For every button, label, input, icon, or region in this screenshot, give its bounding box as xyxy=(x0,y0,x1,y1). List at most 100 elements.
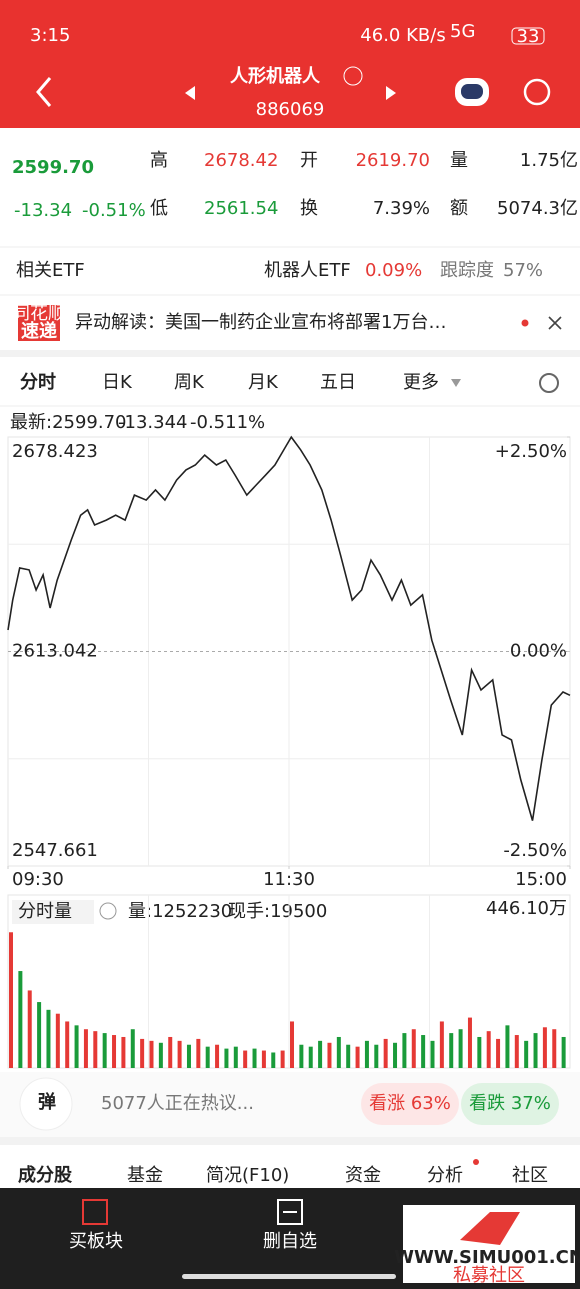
volume-title: 分时量 xyxy=(18,901,72,922)
band xyxy=(0,1137,580,1145)
comment-text[interactable]: 5077人正在热议... xyxy=(101,1093,254,1114)
volume-bar xyxy=(186,1044,191,1068)
change-pct: -0.51% xyxy=(82,200,146,221)
x-tick-label: 15:00 xyxy=(515,869,567,890)
etf-change: 0.09% xyxy=(365,260,422,281)
tab[interactable]: 五日 xyxy=(320,372,356,393)
etf-name[interactable]: 机器人ETF xyxy=(264,260,351,281)
bottom-tab[interactable]: 社区 xyxy=(512,1165,548,1186)
volume-bar xyxy=(346,1044,351,1068)
volume-bar xyxy=(224,1048,229,1068)
buy-icon xyxy=(82,1199,108,1225)
volume-bar xyxy=(355,1046,360,1068)
search-icon[interactable] xyxy=(523,78,551,106)
volume-selector[interactable] xyxy=(12,900,94,924)
tab[interactable]: 日K xyxy=(102,372,133,393)
volume-bar xyxy=(215,1044,220,1068)
volume-bar xyxy=(93,1031,98,1068)
volume-bar xyxy=(308,1046,313,1068)
title: 人形机器人 xyxy=(230,66,321,87)
robot-face xyxy=(461,84,483,99)
unread-dot xyxy=(473,1159,479,1165)
volume-bar xyxy=(477,1036,482,1068)
tracking-label: 跟踪度 xyxy=(440,260,494,281)
volume-bar xyxy=(149,1040,154,1068)
volume-bar xyxy=(524,1040,529,1068)
prev-button[interactable] xyxy=(185,86,195,100)
change: -13.34 xyxy=(14,200,72,221)
volume-bar xyxy=(486,1031,491,1068)
price: 2599.70 xyxy=(12,157,94,178)
bull-label: 看涨 63% xyxy=(369,1093,451,1114)
volume-bar xyxy=(449,1033,454,1068)
status-speed: 46.0 KB/s xyxy=(360,25,445,46)
header-bg xyxy=(0,0,580,128)
bottom-tab[interactable]: 成分股 xyxy=(18,1164,73,1186)
settings-icon[interactable] xyxy=(539,373,559,393)
label: 额 xyxy=(450,198,468,219)
turnover: 7.39% xyxy=(373,198,430,219)
info-icon[interactable] xyxy=(343,66,363,86)
volume-bar xyxy=(430,1040,435,1068)
volume-bar xyxy=(533,1033,538,1068)
volume-bar xyxy=(542,1027,547,1068)
volume-bar xyxy=(364,1040,369,1068)
volume-annotation: 量:1252230 xyxy=(128,901,232,922)
close-news[interactable] xyxy=(548,316,562,330)
bull-button[interactable] xyxy=(361,1083,459,1125)
tab[interactable]: 周K xyxy=(174,372,205,393)
volume-bar xyxy=(9,932,13,1068)
volume-bar xyxy=(280,1050,285,1068)
x-tick-label: 11:30 xyxy=(263,869,315,890)
help-icon xyxy=(99,902,117,920)
badge-bottom: 速递 xyxy=(21,320,57,342)
bottom-tab[interactable]: 简况(F10) xyxy=(206,1165,289,1186)
volume-bar xyxy=(65,1021,70,1068)
tracking: 57% xyxy=(503,260,543,281)
volume-bar xyxy=(271,1052,276,1068)
tab[interactable]: 分时 xyxy=(20,372,56,393)
volume-bar xyxy=(243,1050,248,1068)
volume-bar xyxy=(318,1040,323,1068)
volume-bar xyxy=(158,1042,163,1068)
label: 开 xyxy=(300,150,318,171)
y2-tick-label: 0.00% xyxy=(510,641,567,662)
danmu-button[interactable] xyxy=(19,1077,73,1131)
volume-bar xyxy=(299,1044,304,1068)
tab[interactable]: 月K xyxy=(248,372,279,393)
band xyxy=(0,350,580,357)
volume-annotation: 现手:19500 xyxy=(228,901,327,922)
y-tick-label: 2678.423 xyxy=(12,441,98,462)
code: 886069 xyxy=(256,99,325,120)
volume-bar xyxy=(168,1036,173,1068)
tab[interactable]: 更多 xyxy=(403,372,439,393)
volume-bar xyxy=(112,1035,117,1068)
volume-bar xyxy=(374,1044,379,1068)
y2-tick-label: -2.50% xyxy=(503,840,567,861)
volume-bar xyxy=(505,1025,510,1068)
volume-bar xyxy=(252,1048,257,1068)
volume-bar xyxy=(439,1021,444,1068)
news-text[interactable]: 异动解读：美国一制药企业宣布将部署1万台… xyxy=(75,312,446,333)
nav-buy[interactable]: 买板块 xyxy=(69,1231,123,1252)
y2-tick-label: +2.50% xyxy=(495,441,567,462)
y-tick-label: 446.10万 xyxy=(486,898,567,919)
volume-bar xyxy=(458,1029,463,1068)
next-button[interactable] xyxy=(386,86,396,100)
battery xyxy=(511,27,545,45)
volume-bar xyxy=(46,1009,51,1068)
volume-bar xyxy=(102,1033,107,1068)
low: 2561.54 xyxy=(204,198,278,219)
bottom-tab[interactable]: 分析 xyxy=(427,1165,463,1186)
volume: 1.75亿 xyxy=(520,150,578,171)
nav-remove[interactable]: 删自选 xyxy=(263,1231,317,1252)
bottom-tab[interactable]: 资金 xyxy=(345,1165,381,1186)
home-indicator xyxy=(182,1274,396,1279)
y-tick-label: 2547.661 xyxy=(12,840,98,861)
bottom-tab[interactable]: 基金 xyxy=(127,1165,163,1186)
volume-bar xyxy=(74,1025,79,1068)
open: 2619.70 xyxy=(356,150,430,171)
bear-button[interactable] xyxy=(461,1083,559,1125)
back-button[interactable] xyxy=(36,77,52,107)
